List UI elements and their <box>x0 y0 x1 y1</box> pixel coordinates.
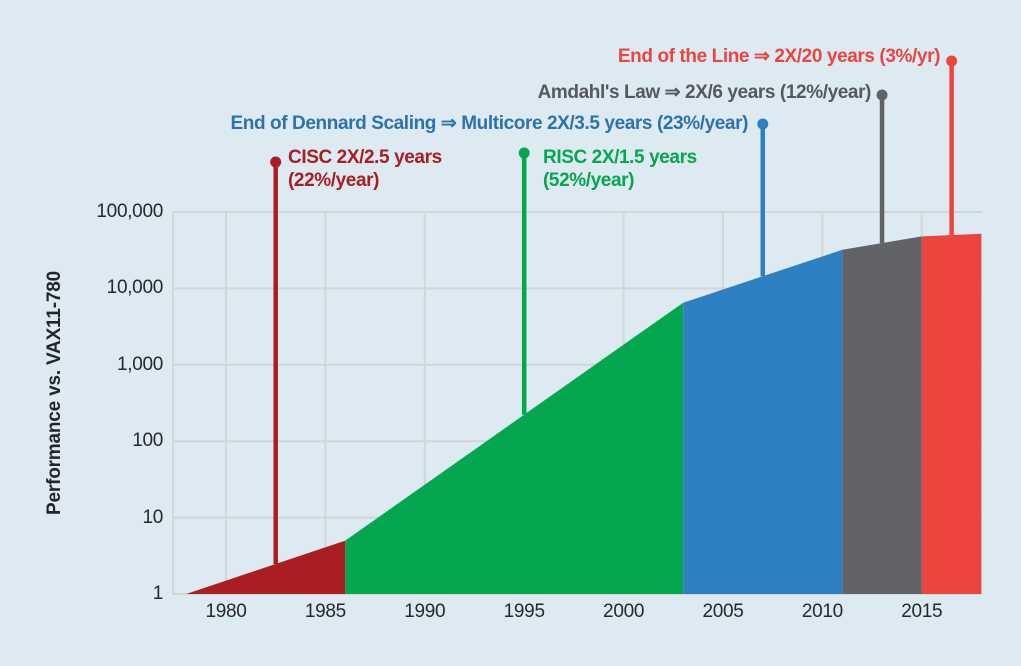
x-tick-label-2005: 2005 <box>702 601 744 622</box>
annotation-endofline: End of the Line ⇒ 2X/20 years (3%/yr) <box>617 45 941 68</box>
era-area-multicore <box>683 249 843 595</box>
y-tick-label-10,000: 10,000 <box>106 277 164 299</box>
marker-dot-dennard <box>757 118 769 130</box>
annotation-line: End of the Line ⇒ 2X/20 years (3%/yr) <box>617 46 941 67</box>
era-area-endofline <box>921 233 982 594</box>
x-tick-label-2010: 2010 <box>801 601 843 622</box>
y-tick-label-1,000: 1,000 <box>116 353 163 375</box>
x-tick-label-2000: 2000 <box>603 601 645 622</box>
annotation-line: End of Dennard Scaling ⇒ Multicore 2X/3.… <box>230 113 748 134</box>
x-tick-label-1985: 1985 <box>304 601 346 622</box>
annotation-line: (22%/year) <box>288 170 380 191</box>
annotation-cisc: CISC 2X/2.5 years (22%/year) <box>288 146 442 192</box>
marker-dot-amdahl <box>876 89 888 101</box>
x-tick-label-1990: 1990 <box>404 601 446 622</box>
y-tick-label-100: 100 <box>132 430 163 452</box>
y-tick-label-1: 1 <box>152 583 164 604</box>
era-area-cisc <box>186 540 346 594</box>
marker-dot-risc <box>518 147 530 159</box>
annotation-line: RISC 2X/1.5 years <box>543 147 697 168</box>
era-area-risc <box>345 302 684 594</box>
marker-dot-cisc <box>270 156 282 168</box>
marker-dot-endofline <box>946 55 958 67</box>
annotation-line: Amdahl's Law ⇒ 2X/6 years (12%/year) <box>537 82 872 103</box>
annotation-line: (52%/year) <box>543 170 635 191</box>
y-tick-label-100,000: 100,000 <box>96 201 163 222</box>
x-tick-label-1980: 1980 <box>205 601 247 622</box>
x-tick-label-2015: 2015 <box>901 601 943 622</box>
annotation-line: CISC 2X/2.5 years <box>288 147 442 168</box>
annotation-dennard: End of Dennard Scaling ⇒ Multicore 2X/3.… <box>230 112 748 135</box>
era-area-amdahl <box>842 236 922 594</box>
annotation-risc: RISC 2X/1.5 years (52%/year) <box>543 146 697 192</box>
x-tick-label-1995: 1995 <box>503 601 545 622</box>
annotation-amdahl: Amdahl's Law ⇒ 2X/6 years (12%/year) <box>537 81 872 104</box>
y-tick-label-10: 10 <box>142 506 163 528</box>
